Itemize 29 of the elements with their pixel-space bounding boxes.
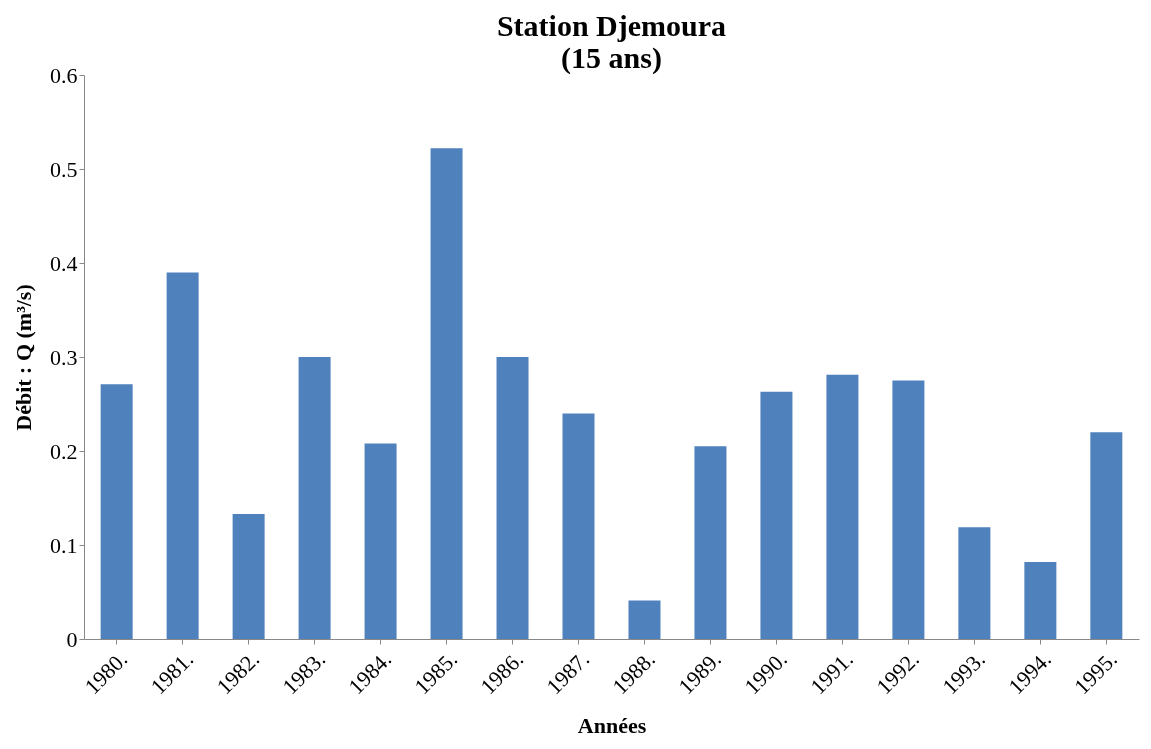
bar [628,600,661,639]
y-tick-label: 0.4 [50,250,78,276]
bar [562,413,595,639]
bar [892,380,925,639]
x-tick-label: 1981. [145,646,199,700]
x-axis-title: Années [577,713,647,739]
y-axis-title: Débit : Q (m³/s) [11,284,36,431]
bar [958,527,991,639]
y-tick-label: 0.2 [50,438,78,464]
y-tick-label: 0.3 [50,344,78,370]
bar [364,443,397,639]
bar [826,374,859,639]
x-tick-label: 1991. [805,646,858,700]
bar [298,357,331,639]
bar [100,384,133,639]
bar [1090,432,1123,639]
y-tick-label: 0.1 [50,532,78,558]
bar [430,148,463,639]
bar [694,446,727,639]
y-tick-label: 0.6 [50,62,78,88]
bar [166,272,199,639]
chart-title: Station Djemoura (15 ans) [496,9,727,75]
bar [1024,561,1057,639]
bar [760,391,793,639]
bar [232,513,265,639]
y-tick-label: 0 [66,626,78,652]
bar [496,357,529,639]
x-tick-label: 1990. [739,646,792,700]
y-tick-label: 0.5 [50,156,78,182]
